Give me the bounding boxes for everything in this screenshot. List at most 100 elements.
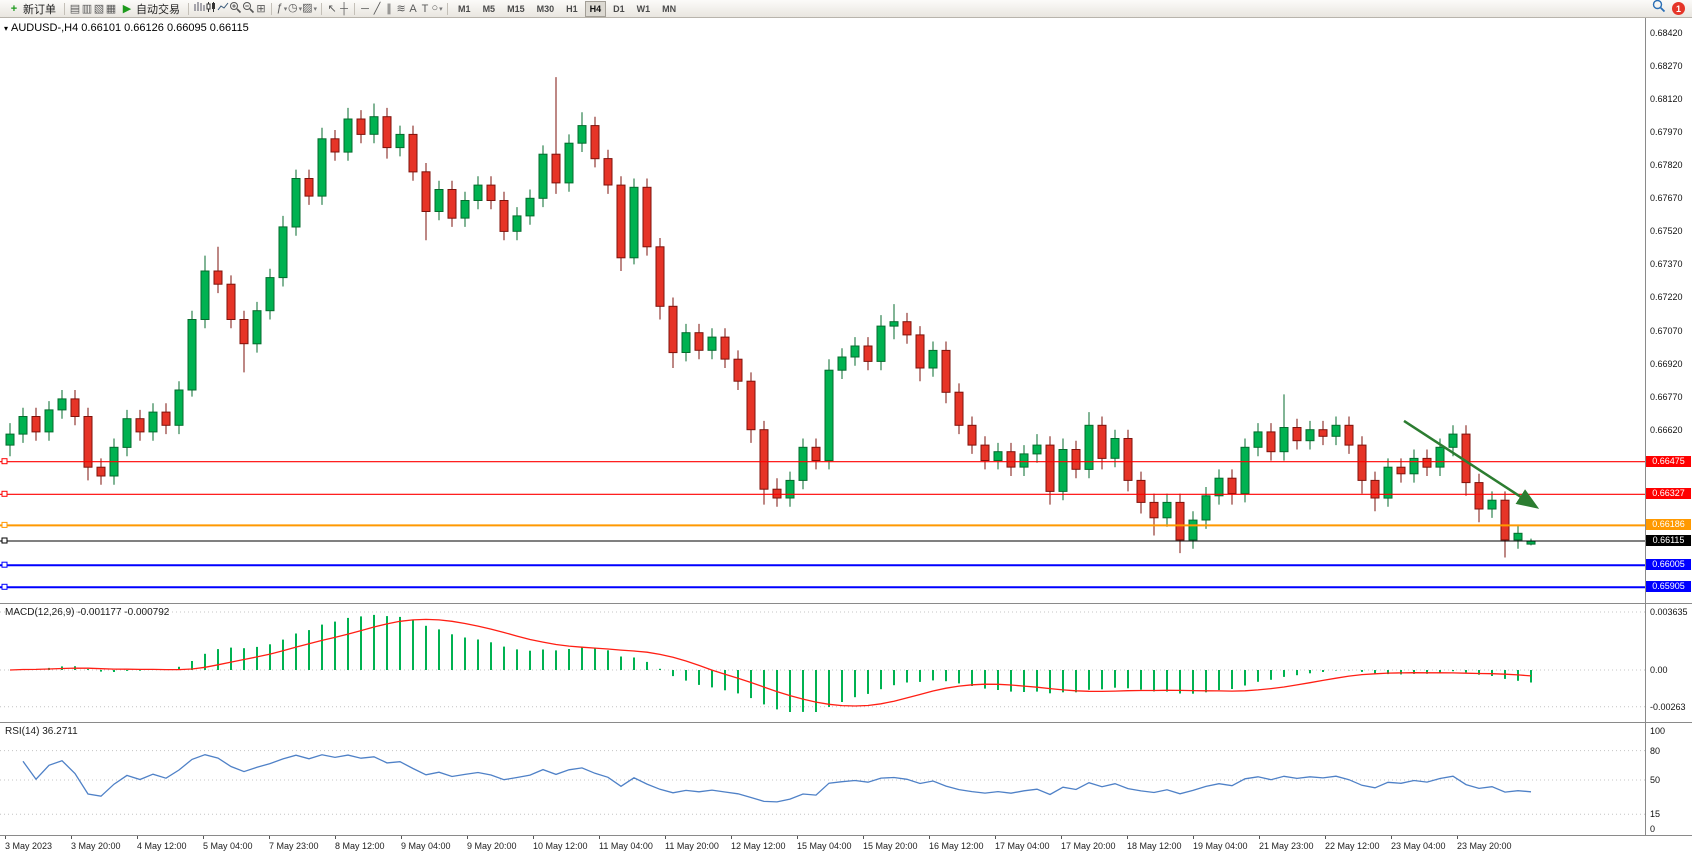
time-tick	[863, 836, 864, 839]
horizontal-line-tool-icon[interactable]: ─	[361, 2, 369, 15]
horizontal-line-0.66005[interactable]	[0, 561, 1645, 568]
toolbar-separator	[188, 2, 189, 15]
time-tick	[269, 836, 270, 839]
timeframe-button-M1[interactable]: M1	[458, 3, 471, 14]
price-badge-0.66115: 0.66115	[1646, 535, 1691, 546]
price-badge-0.66186: 0.66186	[1646, 519, 1691, 531]
rsi-indicator-value: 36.2711	[42, 726, 78, 737]
search-icon[interactable]	[1652, 0, 1666, 18]
price-axis[interactable]: 0.68420 0.68270 0.68120 0.67970 0.67820 0.676…	[1646, 18, 1692, 603]
time-tick	[1259, 836, 1260, 839]
bar-chart-type-icon[interactable]	[193, 1, 205, 16]
time-label: 9 May 04:00	[401, 841, 451, 851]
main-toolbar: + 新订单 ▤ ▥ ▧ ▦ ▶ 自动交易 ⊞ ƒ▾ ◷▾ ▨▾ ↖ ┼ ─ ╱ …	[0, 0, 1692, 18]
price-tick: 0.67220	[1650, 292, 1683, 303]
time-label: 21 May 23:00	[1259, 841, 1314, 851]
price-badge-0.65905: 0.65905	[1646, 581, 1691, 593]
axis-divider	[1645, 18, 1646, 836]
text-label-tool-icon[interactable]: T	[421, 2, 429, 15]
chart-title-text: AUDUSD-,H4 0.66101 0.66126 0.66095 0.661…	[11, 22, 249, 34]
macd-chart-canvas[interactable]	[0, 604, 1645, 722]
data-window-icon[interactable]: ▥	[81, 2, 93, 15]
crosshair-icon[interactable]: ┼	[340, 2, 348, 15]
timeframe-button-M15[interactable]: M15	[507, 3, 525, 14]
timeframe-button-M5[interactable]: M5	[482, 3, 496, 14]
macd-tick: 0.00	[1650, 665, 1668, 675]
timeframe-button-D1[interactable]: D1	[613, 3, 625, 14]
zoom-out-icon[interactable]	[242, 1, 255, 17]
time-tick	[71, 836, 72, 839]
time-axis[interactable]: 3 May 2023 3 May 20:00 4 May 12:00 5 May 04…	[0, 836, 1692, 855]
time-tick	[335, 836, 336, 839]
time-tick	[1127, 836, 1128, 839]
macd-indicator-name: MACD(12,26,9)	[5, 607, 75, 618]
toolbar-separator	[271, 2, 272, 15]
time-tick	[665, 836, 666, 839]
trendline-tool-icon[interactable]: ╱	[373, 2, 381, 15]
time-label: 8 May 12:00	[335, 841, 385, 851]
time-label: 4 May 12:00	[137, 841, 187, 851]
time-tick	[5, 836, 6, 839]
time-tick	[1325, 836, 1326, 839]
price-tick: 0.67370	[1650, 259, 1683, 270]
price-tick: 0.66770	[1650, 391, 1683, 402]
rsi-line	[22, 754, 1532, 803]
price-tick: 0.66920	[1650, 358, 1683, 369]
horizontal-line-0.65905[interactable]	[0, 583, 1645, 590]
time-label: 23 May 04:00	[1391, 841, 1446, 851]
timeframe-button-W1[interactable]: W1	[636, 3, 651, 14]
line-chart-type-icon[interactable]	[217, 1, 229, 16]
chart-menu-icon[interactable]: ▾	[4, 24, 9, 33]
autotrading-button[interactable]: ▶ 自动交易	[117, 0, 184, 18]
timeframe-button-M30[interactable]: M30	[536, 3, 555, 14]
trend-arrow-object[interactable]	[1403, 419, 1540, 509]
rsi-tick: 100	[1650, 726, 1666, 736]
time-label: 17 May 04:00	[995, 841, 1050, 851]
navigator-icon[interactable]: ▧	[93, 2, 105, 15]
rsi-tick: 80	[1650, 745, 1661, 756]
channel-tool-icon[interactable]: ∥	[386, 2, 392, 15]
timeframe-button-MN[interactable]: MN	[662, 3, 677, 14]
timeframe-group: M1 M5 M15 M30 H1 H4 D1 W1 MN	[452, 0, 682, 17]
horizontal-line-0.66327[interactable]	[0, 490, 1645, 497]
price-chart-canvas[interactable]	[0, 18, 1645, 603]
time-label: 3 May 20:00	[71, 841, 121, 851]
periods-icon[interactable]: ◷▾	[288, 1, 303, 14]
notification-badge[interactable]: 1	[1672, 2, 1685, 15]
fibonacci-tool-icon[interactable]: ≋	[396, 2, 406, 15]
horizontal-line-0.66186[interactable]	[0, 521, 1645, 528]
candle-bodies	[5, 116, 1536, 545]
rsi-tick: 0	[1650, 824, 1656, 834]
panel-separator[interactable]	[0, 603, 1692, 604]
timeframe-button-H4[interactable]: H4	[584, 0, 607, 17]
time-tick	[203, 836, 204, 839]
cursor-icon[interactable]: ↖	[327, 2, 337, 15]
tile-windows-icon[interactable]: ⊞	[256, 2, 266, 15]
macd-axis[interactable]: 0.003635 0.00 -0.00263	[1646, 604, 1692, 722]
shapes-tool-icon[interactable]: ○▾	[431, 1, 443, 14]
rsi-axis[interactable]: 100 80 50 15 0	[1646, 723, 1692, 835]
macd-label: MACD(12,26,9) -0.001177 -0.000792	[5, 607, 169, 618]
zoom-in-icon[interactable]	[229, 1, 242, 17]
time-tick	[1391, 836, 1392, 839]
panel-separator[interactable]	[0, 722, 1692, 723]
new-order-button[interactable]: + 新订单	[4, 0, 60, 18]
toolbar-separator	[354, 2, 356, 15]
indicators-icon[interactable]: ƒ▾	[276, 1, 288, 14]
templates-icon[interactable]: ▨▾	[302, 1, 318, 14]
rsi-chart-canvas[interactable]	[0, 723, 1645, 835]
text-tool-icon[interactable]: A	[409, 2, 417, 15]
candlestick-chart-type-icon[interactable]	[205, 1, 217, 16]
price-tick: 0.68270	[1650, 61, 1683, 72]
horizontal-line-0.66115[interactable]	[0, 537, 1645, 544]
price-tick: 0.67520	[1650, 226, 1683, 237]
toolbar-separator	[447, 2, 449, 15]
timeframe-button-H1[interactable]: H1	[566, 3, 578, 14]
macd-histogram	[22, 614, 1532, 712]
chart-title: ▾ AUDUSD-,H4 0.66101 0.66126 0.66095 0.66…	[4, 22, 249, 34]
new-order-label: 新订单	[23, 3, 56, 16]
horizontal-line-0.66475[interactable]	[0, 458, 1645, 465]
terminal-icon[interactable]: ▦	[105, 2, 117, 15]
market-watch-icon[interactable]: ▤	[69, 2, 81, 15]
time-label: 11 May 20:00	[665, 841, 719, 851]
